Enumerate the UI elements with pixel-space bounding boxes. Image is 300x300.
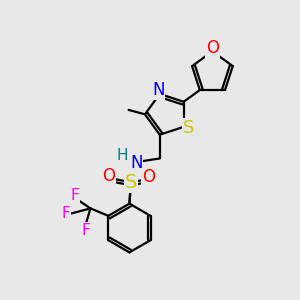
- Text: S: S: [125, 173, 137, 192]
- Text: N: N: [130, 154, 142, 172]
- Text: F: F: [81, 223, 90, 238]
- Text: O: O: [102, 167, 116, 185]
- Text: N: N: [152, 81, 164, 99]
- Text: F: F: [70, 188, 80, 202]
- Text: O: O: [206, 39, 219, 57]
- Text: O: O: [142, 169, 155, 187]
- Text: H: H: [117, 148, 128, 163]
- Text: F: F: [61, 206, 70, 221]
- Text: S: S: [182, 119, 194, 137]
